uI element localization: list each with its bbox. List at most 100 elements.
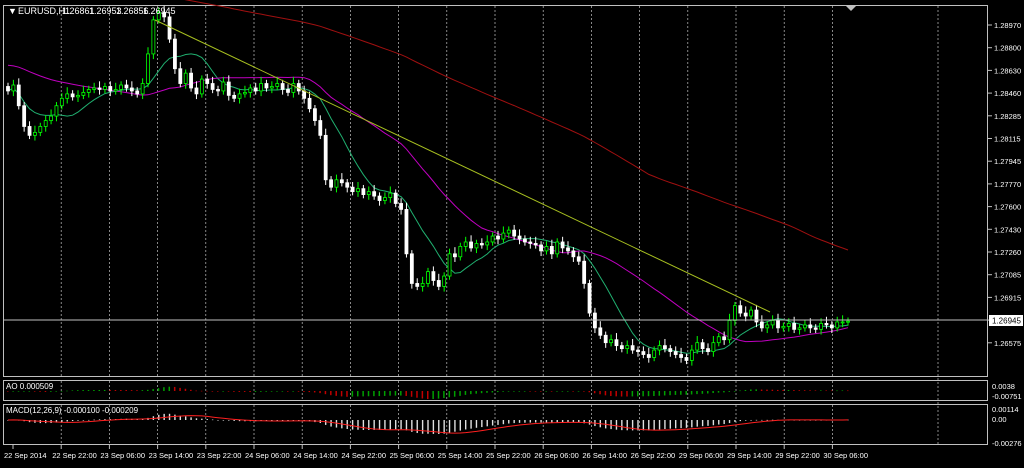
candle-body [442, 275, 447, 287]
macd-bar [685, 420, 688, 428]
ao-bar [103, 389, 106, 391]
candle-body [533, 243, 538, 246]
macd-bar [211, 419, 214, 421]
macd-bar [491, 420, 494, 426]
candle-body [33, 131, 37, 136]
macd-bar [658, 420, 661, 430]
ao-bar [50, 391, 52, 392]
candle-body [11, 84, 16, 92]
ao-bar [297, 391, 300, 392]
ao-bar [405, 391, 407, 396]
macd-bar [475, 420, 478, 428]
candle-body [372, 191, 377, 197]
macd-bar [497, 420, 499, 425]
ao-bar [825, 390, 827, 392]
ao-bar [87, 390, 90, 391]
ao-bar [513, 391, 515, 392]
macd-bar [481, 420, 483, 428]
shift-marker-icon[interactable] [846, 6, 856, 11]
candle-body [835, 321, 840, 329]
candle-body [619, 345, 624, 350]
ao-bar [480, 391, 483, 394]
candle-body [824, 323, 829, 326]
candle-body [54, 105, 59, 117]
candle-body [603, 334, 608, 344]
ao-bar [750, 389, 752, 391]
candle-body [506, 229, 511, 234]
candle-body [221, 81, 226, 92]
ao-bar [717, 391, 720, 393]
candle-body [103, 86, 107, 90]
ohlc-close: 1.26945 [143, 6, 176, 16]
candle-body [124, 84, 129, 89]
ao-bar [17, 391, 20, 392]
ao-histogram [7, 386, 849, 399]
candle-body [81, 92, 86, 96]
price-tick-label: 1.26575 [994, 339, 1021, 348]
macd-bar [427, 420, 429, 434]
candle-body [453, 253, 457, 258]
price-tick-label: 1.27770 [994, 180, 1021, 189]
ao-bar [249, 391, 251, 393]
macd-bar [486, 420, 488, 427]
time-tick-label: 22 Sep 22:00 [52, 451, 97, 460]
ao-bar [755, 389, 757, 391]
candle-body [517, 235, 522, 240]
candle-body [808, 324, 813, 329]
macd-bar [82, 420, 85, 421]
candle-body [232, 94, 237, 99]
candle-body [113, 89, 118, 92]
macd-bar [669, 420, 672, 429]
ao-bar [292, 391, 294, 392]
ao-bar [497, 391, 499, 393]
ao-bar [7, 391, 9, 392]
ao-bar [346, 391, 348, 397]
candle-body [781, 325, 786, 329]
price-axis[interactable]: 1.28970 1.28800 1.28630 1.28460 1.28285 1.281… [988, 21, 1021, 348]
candle-body [65, 93, 70, 99]
macd-label-top: 0.00114 [992, 405, 1019, 414]
macd-bar [378, 420, 381, 430]
ao-bar [561, 391, 564, 392]
candle-body [173, 38, 177, 70]
ao-bar [254, 391, 257, 392]
candle-body [420, 283, 425, 287]
header-arrow[interactable]: ▼ [8, 6, 17, 16]
chart-symbol: EURUSD,H1 [18, 6, 70, 16]
ao-bar [421, 391, 424, 399]
macd-bar [755, 419, 758, 421]
ao-bar [33, 391, 36, 392]
macd-bar [615, 420, 618, 430]
candle-body [27, 126, 32, 136]
ao-bar [744, 390, 747, 391]
macd-bar [583, 420, 585, 424]
candle-body [657, 345, 662, 351]
candle-body [16, 84, 21, 107]
ao-bar [443, 391, 445, 399]
candle-body [576, 256, 581, 262]
ao-bar [739, 390, 741, 392]
ao-bar [534, 391, 537, 392]
candle-body [38, 126, 43, 133]
macd-bar [718, 420, 720, 425]
ao-bar [313, 391, 316, 393]
macd-bar [696, 420, 698, 427]
candle-body [706, 348, 710, 352]
candle-body [366, 191, 371, 195]
ao-bar [98, 389, 101, 391]
candle-body [183, 72, 188, 84]
ao-bar [357, 391, 359, 397]
time-axis[interactable]: 22 Sep 2014 22 Sep 22:00 23 Sep 06:00 23 Se… [4, 445, 868, 460]
candle-body [6, 86, 10, 92]
current-price-label: 1.26945 [992, 317, 1021, 326]
macd-bar [158, 414, 160, 420]
ao-bar [690, 391, 693, 395]
candle-body [167, 16, 172, 40]
candle-body [216, 89, 220, 92]
time-tick-label: 25 Sep 06:00 [390, 451, 435, 460]
ao-bar [696, 391, 698, 395]
trendline[interactable] [154, 19, 771, 313]
ao-title: AO 0.000509 [6, 382, 54, 391]
